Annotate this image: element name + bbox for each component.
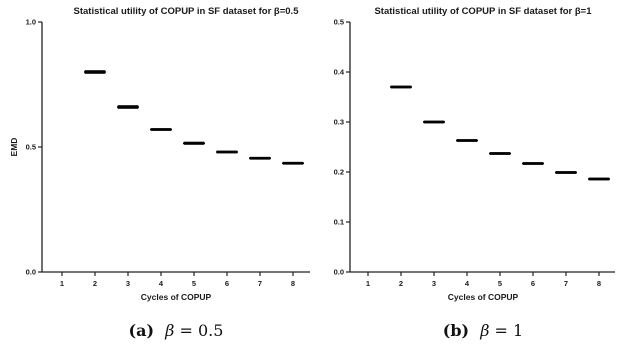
x-tick-label: 8 (597, 279, 601, 288)
caption-left-symbol: β (164, 321, 174, 340)
x-tick-label: 6 (225, 279, 229, 288)
caption-left: (a) β = 0.5 (129, 321, 224, 340)
x-tick-label: 2 (399, 279, 403, 288)
x-axis-right: 1 2 3 4 5 6 7 8 (350, 271, 615, 288)
caption-left-value: = 0.5 (180, 321, 224, 340)
x-tick-label: 3 (432, 279, 436, 288)
chart-title-left: Statistical utility of COPUP in SF datas… (74, 6, 300, 17)
y-axis-label-left: EMD (9, 138, 19, 157)
y-tick-label: 0.5 (334, 18, 344, 27)
y-axis-right: 0.0 0.1 0.2 0.3 0.4 0.5 (334, 18, 351, 277)
x-tick-label: 1 (60, 279, 64, 288)
x-ticks-right: 1 2 3 4 5 6 7 8 (366, 272, 601, 288)
caption-right: (b) β = 1 (443, 321, 523, 340)
x-tick-label: 2 (93, 279, 97, 288)
x-tick-label: 6 (531, 279, 535, 288)
chart-left: Statistical utility of COPUP in SF datas… (9, 6, 310, 302)
data-marks-right (390, 85, 610, 181)
x-tick-label: 3 (126, 279, 130, 288)
y-tick-label: 0.0 (334, 268, 344, 277)
y-tick-label: 1.0 (26, 18, 36, 27)
caption-right-symbol: β (479, 321, 489, 340)
y-tick-label: 0.1 (334, 218, 344, 227)
x-tick-label: 4 (159, 279, 164, 288)
y-tick-label: 0.3 (334, 118, 344, 127)
caption-right-value: = 1 (495, 321, 524, 340)
x-axis-label-right: Cycles of COPUP (448, 292, 519, 302)
x-tick-label: 5 (192, 279, 196, 288)
y-ticks-left: 0.0 0.5 1.0 (26, 18, 42, 277)
x-axis-label-left: Cycles of COPUP (141, 292, 212, 302)
x-tick-label: 5 (498, 279, 502, 288)
x-tick-label: 4 (465, 279, 470, 288)
y-tick-label: 0.2 (334, 168, 344, 177)
caption-right-tag: (b) (443, 321, 469, 340)
y-tick-label: 0.0 (26, 268, 36, 277)
data-marks-left (84, 70, 304, 165)
y-axis-left: 0.0 0.5 1.0 (26, 18, 43, 277)
caption-left-tag: (a) (129, 321, 155, 340)
x-tick-label: 7 (258, 279, 262, 288)
chart-title-right: Statistical utility of COPUP in SF datas… (374, 6, 592, 17)
chart-right: Statistical utility of COPUP in SF datas… (334, 6, 615, 302)
y-tick-label: 0.5 (26, 143, 36, 152)
x-tick-label: 1 (366, 279, 370, 288)
x-tick-label: 8 (291, 279, 295, 288)
x-axis-left: 1 2 3 4 5 6 7 8 (42, 271, 310, 288)
x-tick-label: 7 (564, 279, 568, 288)
x-ticks-left: 1 2 3 4 5 6 7 8 (60, 272, 295, 288)
y-tick-label: 0.4 (334, 68, 345, 77)
y-ticks-right: 0.0 0.1 0.2 0.3 0.4 0.5 (334, 18, 350, 277)
